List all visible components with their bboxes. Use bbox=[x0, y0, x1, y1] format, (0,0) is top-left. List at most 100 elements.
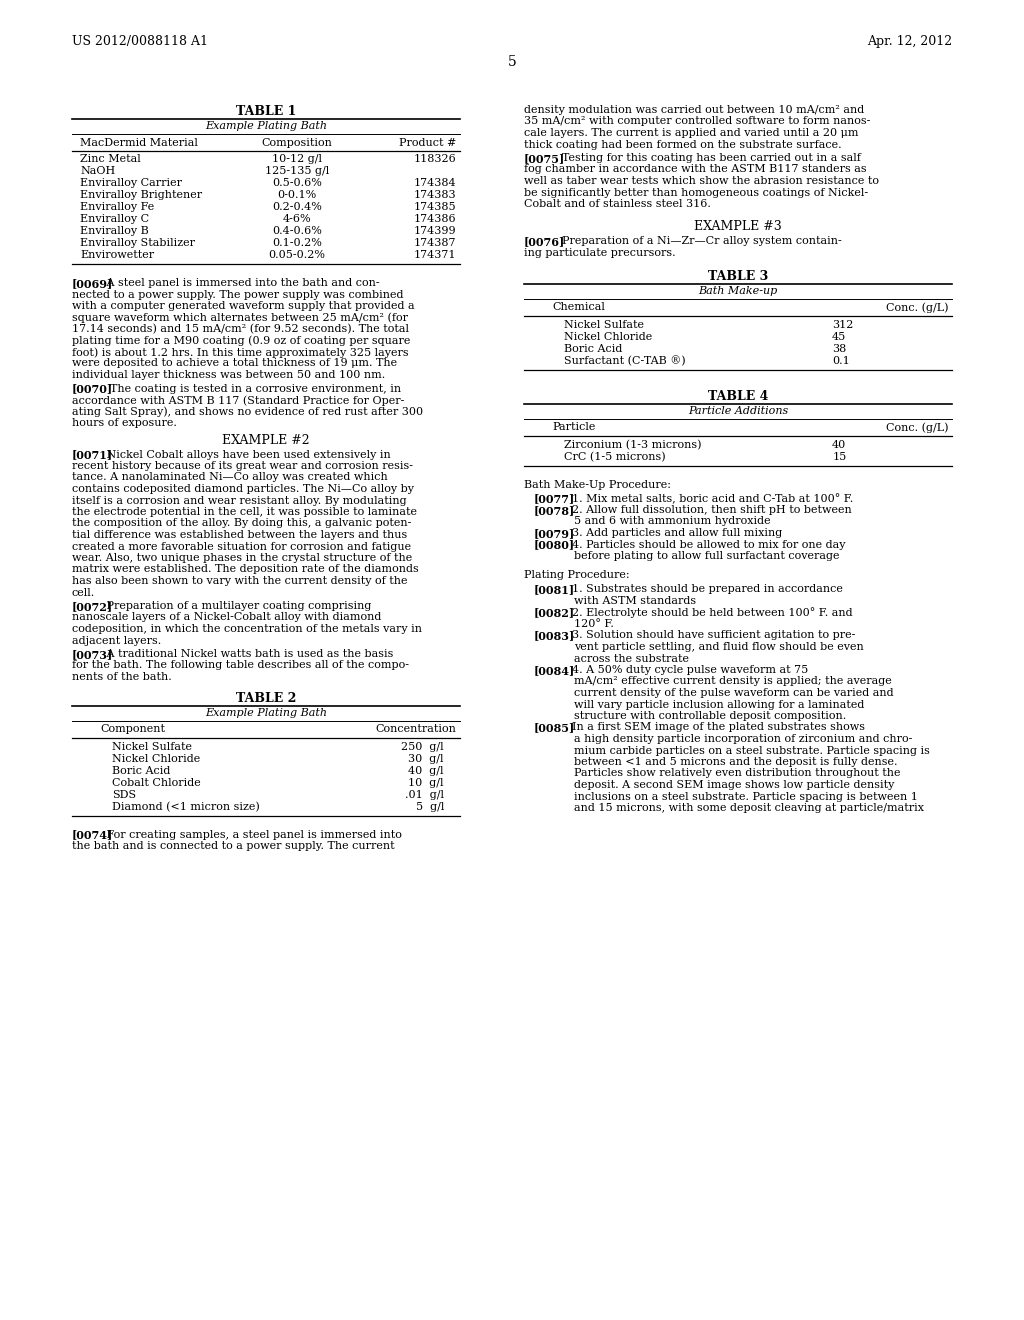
Text: 35 mA/cm² with computer controlled software to form nanos-: 35 mA/cm² with computer controlled softw… bbox=[524, 116, 870, 127]
Text: 174383: 174383 bbox=[414, 190, 456, 201]
Text: cell.: cell. bbox=[72, 587, 95, 598]
Text: 5 and 6 with ammonium hydroxide: 5 and 6 with ammonium hydroxide bbox=[574, 516, 771, 527]
Text: 174371: 174371 bbox=[414, 249, 456, 260]
Text: 120° F.: 120° F. bbox=[574, 619, 614, 630]
Text: the composition of the alloy. By doing this, a galvanic poten-: the composition of the alloy. By doing t… bbox=[72, 519, 412, 528]
Text: 174384: 174384 bbox=[414, 178, 456, 187]
Text: and 15 microns, with some deposit cleaving at particle/matrix: and 15 microns, with some deposit cleavi… bbox=[574, 803, 924, 813]
Text: NaOH: NaOH bbox=[80, 166, 116, 176]
Text: 125-135 g/l: 125-135 g/l bbox=[265, 166, 329, 176]
Text: Diamond (<1 micron size): Diamond (<1 micron size) bbox=[112, 801, 260, 812]
Text: A steel panel is immersed into the bath and con-: A steel panel is immersed into the bath … bbox=[96, 279, 380, 288]
Text: Conc. (g/L): Conc. (g/L) bbox=[886, 422, 948, 433]
Text: Testing for this coating has been carried out in a salf: Testing for this coating has been carrie… bbox=[548, 153, 861, 162]
Text: MacDermid Material: MacDermid Material bbox=[80, 139, 198, 148]
Text: Nickel Chloride: Nickel Chloride bbox=[112, 754, 201, 763]
Text: 250  g/l: 250 g/l bbox=[401, 742, 444, 751]
Text: Composition: Composition bbox=[261, 139, 333, 148]
Text: Preparation of a Ni—Zr—Cr alloy system contain-: Preparation of a Ni—Zr—Cr alloy system c… bbox=[548, 236, 842, 247]
Text: Particles show relatively even distribution throughout the: Particles show relatively even distribut… bbox=[574, 768, 900, 779]
Text: .01  g/l: .01 g/l bbox=[406, 789, 444, 800]
Text: Bath Make-Up Procedure:: Bath Make-Up Procedure: bbox=[524, 479, 671, 490]
Text: tance. A nanolaminated Ni—Co alloy was created which: tance. A nanolaminated Ni—Co alloy was c… bbox=[72, 473, 388, 483]
Text: 0-0.1%: 0-0.1% bbox=[278, 190, 316, 201]
Text: Enviralloy Brightener: Enviralloy Brightener bbox=[80, 190, 202, 201]
Text: nected to a power supply. The power supply was combined: nected to a power supply. The power supp… bbox=[72, 289, 403, 300]
Text: be significantly better than homogeneous coatings of Nickel-: be significantly better than homogeneous… bbox=[524, 187, 868, 198]
Text: Nickel Cobalt alloys have been used extensively in: Nickel Cobalt alloys have been used exte… bbox=[96, 450, 391, 459]
Text: Enviralloy Carrier: Enviralloy Carrier bbox=[80, 178, 182, 187]
Text: Apr. 12, 2012: Apr. 12, 2012 bbox=[867, 36, 952, 48]
Text: 0.5-0.6%: 0.5-0.6% bbox=[272, 178, 322, 187]
Text: [0077]: [0077] bbox=[534, 494, 575, 504]
Text: plating time for a M90 coating (0.9 oz of coating per square: plating time for a M90 coating (0.9 oz o… bbox=[72, 335, 411, 346]
Text: [0078]: [0078] bbox=[534, 506, 575, 516]
Text: For creating samples, a steel panel is immersed into: For creating samples, a steel panel is i… bbox=[96, 829, 402, 840]
Text: Enviralloy C: Enviralloy C bbox=[80, 214, 150, 224]
Text: 40  g/l: 40 g/l bbox=[409, 766, 444, 776]
Text: Example Plating Bath: Example Plating Bath bbox=[205, 121, 327, 131]
Text: 1. Mix metal salts, boric acid and C-Tab at 100° F.: 1. Mix metal salts, boric acid and C-Tab… bbox=[558, 494, 853, 504]
Text: Cobalt Chloride: Cobalt Chloride bbox=[112, 777, 201, 788]
Text: has also been shown to vary with the current density of the: has also been shown to vary with the cur… bbox=[72, 576, 408, 586]
Text: inclusions on a steel substrate. Particle spacing is between 1: inclusions on a steel substrate. Particl… bbox=[574, 792, 918, 801]
Text: [0073]: [0073] bbox=[72, 649, 114, 660]
Text: In a first SEM image of the plated substrates shows: In a first SEM image of the plated subst… bbox=[558, 722, 865, 733]
Text: 2. Allow full dissolution, then shift pH to between: 2. Allow full dissolution, then shift pH… bbox=[558, 506, 852, 515]
Text: [0076]: [0076] bbox=[524, 236, 565, 248]
Text: 0.1: 0.1 bbox=[833, 355, 850, 366]
Text: 45: 45 bbox=[833, 331, 847, 342]
Text: Plating Procedure:: Plating Procedure: bbox=[524, 570, 630, 581]
Text: 3. Solution should have sufficient agitation to pre-: 3. Solution should have sufficient agita… bbox=[558, 631, 855, 640]
Text: 10  g/l: 10 g/l bbox=[409, 777, 444, 788]
Text: matrix were established. The deposition rate of the diamonds: matrix were established. The deposition … bbox=[72, 565, 419, 574]
Text: Nickel Sulfate: Nickel Sulfate bbox=[112, 742, 193, 751]
Text: mium carbide particles on a steel substrate. Particle spacing is: mium carbide particles on a steel substr… bbox=[574, 746, 930, 755]
Text: Example Plating Bath: Example Plating Bath bbox=[205, 708, 327, 718]
Text: 4. Particles should be allowed to mix for one day: 4. Particles should be allowed to mix fo… bbox=[558, 540, 846, 549]
Text: [0081]: [0081] bbox=[534, 585, 575, 595]
Text: [0080]: [0080] bbox=[534, 540, 575, 550]
Text: 5  g/l: 5 g/l bbox=[416, 801, 444, 812]
Text: deposit. A second SEM image shows low particle density: deposit. A second SEM image shows low pa… bbox=[574, 780, 895, 789]
Text: 2. Electrolyte should be held between 100° F. and: 2. Electrolyte should be held between 10… bbox=[558, 607, 853, 618]
Text: US 2012/0088118 A1: US 2012/0088118 A1 bbox=[72, 36, 208, 48]
Text: Nickel Sulfate: Nickel Sulfate bbox=[564, 319, 644, 330]
Text: Cobalt and of stainless steel 316.: Cobalt and of stainless steel 316. bbox=[524, 199, 711, 209]
Text: Enviralloy Fe: Enviralloy Fe bbox=[80, 202, 155, 213]
Text: EXAMPLE #3: EXAMPLE #3 bbox=[694, 220, 782, 234]
Text: SDS: SDS bbox=[112, 789, 136, 800]
Text: the electrode potential in the cell, it was possible to laminate: the electrode potential in the cell, it … bbox=[72, 507, 417, 517]
Text: [0069]: [0069] bbox=[72, 279, 114, 289]
Text: thick coating had been formed on the substrate surface.: thick coating had been formed on the sub… bbox=[524, 140, 842, 149]
Text: 312: 312 bbox=[833, 319, 854, 330]
Text: ating Salt Spray), and shows no evidence of red rust after 300: ating Salt Spray), and shows no evidence… bbox=[72, 407, 423, 417]
Text: Enviralloy B: Enviralloy B bbox=[80, 226, 148, 236]
Text: Nickel Chloride: Nickel Chloride bbox=[564, 331, 652, 342]
Text: between <1 and 5 microns and the deposit is fully dense.: between <1 and 5 microns and the deposit… bbox=[574, 756, 898, 767]
Text: mA/cm² effective current density is applied; the average: mA/cm² effective current density is appl… bbox=[574, 676, 892, 686]
Text: Enviralloy Stabilizer: Enviralloy Stabilizer bbox=[80, 238, 195, 248]
Text: tial difference was established between the layers and thus: tial difference was established between … bbox=[72, 531, 408, 540]
Text: TABLE 2: TABLE 2 bbox=[236, 692, 296, 705]
Text: will vary particle inclusion allowing for a laminated: will vary particle inclusion allowing fo… bbox=[574, 700, 864, 710]
Text: contains codeposited diamond particles. The Ni—Co alloy by: contains codeposited diamond particles. … bbox=[72, 484, 414, 494]
Text: [0085]: [0085] bbox=[534, 722, 575, 734]
Text: recent history because of its great wear and corrosion resis-: recent history because of its great wear… bbox=[72, 461, 413, 471]
Text: across the substrate: across the substrate bbox=[574, 653, 689, 664]
Text: Chemical: Chemical bbox=[552, 302, 605, 313]
Text: well as taber wear tests which show the abrasion resistance to: well as taber wear tests which show the … bbox=[524, 176, 879, 186]
Text: 3. Add particles and allow full mixing: 3. Add particles and allow full mixing bbox=[558, 528, 782, 539]
Text: 17.14 seconds) and 15 mA/cm² (for 9.52 seconds). The total: 17.14 seconds) and 15 mA/cm² (for 9.52 s… bbox=[72, 323, 409, 334]
Text: Envirowetter: Envirowetter bbox=[80, 249, 155, 260]
Text: EXAMPLE #2: EXAMPLE #2 bbox=[222, 433, 310, 446]
Text: [0079]: [0079] bbox=[534, 528, 575, 539]
Text: 38: 38 bbox=[833, 343, 847, 354]
Text: square waveform which alternates between 25 mA/cm² (for: square waveform which alternates between… bbox=[72, 313, 408, 323]
Text: foot) is about 1.2 hrs. In this time approximately 325 layers: foot) is about 1.2 hrs. In this time app… bbox=[72, 347, 409, 358]
Text: structure with controllable deposit composition.: structure with controllable deposit comp… bbox=[574, 711, 847, 721]
Text: adjacent layers.: adjacent layers. bbox=[72, 635, 161, 645]
Text: Concentration: Concentration bbox=[375, 725, 456, 734]
Text: Product #: Product # bbox=[398, 139, 456, 148]
Text: Preparation of a multilayer coating comprising: Preparation of a multilayer coating comp… bbox=[96, 601, 372, 611]
